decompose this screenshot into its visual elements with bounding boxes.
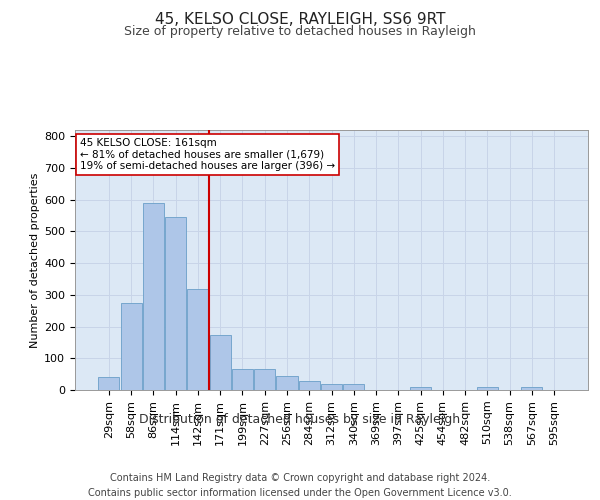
Bar [143,203,164,390]
Bar [232,370,253,390]
Bar [165,217,186,390]
Bar [209,334,231,390]
Bar [98,378,119,390]
Y-axis label: Number of detached properties: Number of detached properties [30,172,40,348]
Text: Contains HM Land Registry data © Crown copyright and database right 2024.
Contai: Contains HM Land Registry data © Crown c… [88,472,512,498]
Bar [410,387,431,390]
Bar [343,384,364,390]
Bar [277,376,298,390]
Bar [187,288,209,390]
Bar [477,387,498,390]
Bar [521,387,542,390]
Bar [254,370,275,390]
Bar [121,303,142,390]
Bar [321,384,342,390]
Bar [299,381,320,390]
Text: Size of property relative to detached houses in Rayleigh: Size of property relative to detached ho… [124,25,476,38]
Text: 45 KELSO CLOSE: 161sqm
← 81% of detached houses are smaller (1,679)
19% of semi-: 45 KELSO CLOSE: 161sqm ← 81% of detached… [80,138,335,171]
Text: 45, KELSO CLOSE, RAYLEIGH, SS6 9RT: 45, KELSO CLOSE, RAYLEIGH, SS6 9RT [155,12,445,28]
Text: Distribution of detached houses by size in Rayleigh: Distribution of detached houses by size … [139,412,461,426]
